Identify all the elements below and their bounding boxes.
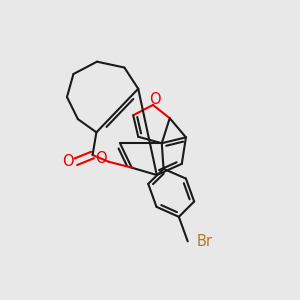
Text: O: O <box>62 154 74 169</box>
Text: O: O <box>149 92 161 106</box>
Text: Br: Br <box>197 234 213 249</box>
Text: O: O <box>96 151 107 166</box>
